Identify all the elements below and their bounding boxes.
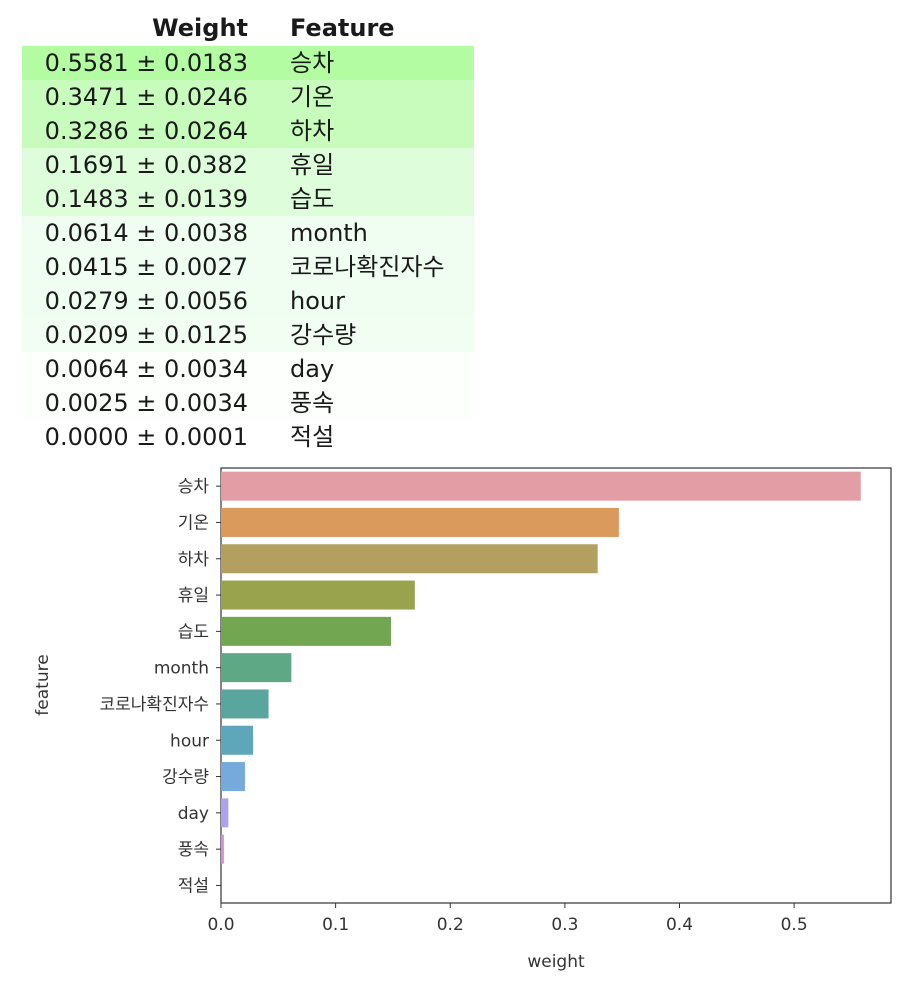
weight-cell: 0.0025 ± 0.0034 bbox=[44, 389, 248, 417]
weight-cell: 0.3471 ± 0.0246 bbox=[44, 83, 248, 111]
y-tick-label: 코로나확진자수 bbox=[100, 695, 209, 715]
x-tick-label: 0.0 bbox=[207, 915, 234, 935]
table-row: 0.0025 ± 0.0034 풍속 bbox=[22, 386, 474, 420]
weight-cell: 0.0279 ± 0.0056 bbox=[44, 287, 248, 315]
feature-cell: 강수량 bbox=[290, 321, 357, 349]
weight-cell: 0.0064 ± 0.0034 bbox=[44, 355, 248, 383]
table-row: 0.3286 ± 0.0264 하차 bbox=[22, 114, 474, 148]
feature-cell: 습도 bbox=[290, 185, 335, 213]
y-tick-label: 습도 bbox=[178, 622, 209, 642]
feature-cell: 휴일 bbox=[290, 151, 335, 179]
bar bbox=[221, 725, 253, 755]
bar bbox=[221, 616, 391, 646]
weight-cell: 0.5581 ± 0.0183 bbox=[44, 49, 248, 77]
table-row: 0.0415 ± 0.0027 코로나확진자수 bbox=[22, 250, 474, 284]
table-row: 0.0209 ± 0.0125 강수량 bbox=[22, 318, 474, 352]
bar bbox=[221, 580, 415, 610]
weight-cell: 0.3286 ± 0.0264 bbox=[44, 117, 248, 145]
feature-cell: 하차 bbox=[290, 117, 335, 145]
table-header: Weight Feature bbox=[22, 10, 474, 46]
bar bbox=[221, 653, 292, 683]
x-tick-label: 0.2 bbox=[437, 915, 464, 935]
weight-cell: 0.0415 ± 0.0027 bbox=[44, 253, 248, 281]
bar bbox=[221, 544, 598, 574]
y-tick-label: 승차 bbox=[178, 477, 210, 497]
header-weight: Weight bbox=[152, 14, 248, 42]
y-tick-label: 기온 bbox=[178, 513, 209, 533]
y-tick-label: hour bbox=[170, 731, 209, 751]
feature-cell: hour bbox=[290, 287, 345, 315]
weight-cell: 0.0000 ± 0.0001 bbox=[44, 423, 248, 451]
feature-cell: month bbox=[290, 219, 368, 247]
bar bbox=[221, 507, 619, 537]
feature-cell: day bbox=[290, 355, 335, 383]
bars-group bbox=[221, 471, 861, 864]
x-tick-label: 0.3 bbox=[551, 915, 578, 935]
y-tick-label: day bbox=[178, 804, 209, 824]
x-tick-label: 0.1 bbox=[322, 915, 349, 935]
x-tick-label: 0.5 bbox=[781, 915, 808, 935]
x-axis-label: weight bbox=[527, 952, 585, 972]
y-tick-label: 하차 bbox=[178, 550, 210, 570]
y-tick-label: 적설 bbox=[178, 876, 209, 896]
y-tick-label: 강수량 bbox=[162, 768, 209, 788]
table-row: 0.5581 ± 0.0183 승차 bbox=[22, 46, 474, 80]
feature-cell: 적설 bbox=[290, 423, 335, 451]
weight-cell: 0.1691 ± 0.0382 bbox=[44, 151, 248, 179]
bar bbox=[221, 834, 224, 864]
weight-cell: 0.1483 ± 0.0139 bbox=[44, 185, 248, 213]
table-row: 0.3471 ± 0.0246 기온 bbox=[22, 80, 474, 114]
table-row: 0.1483 ± 0.0139 습도 bbox=[22, 182, 474, 216]
weights-table: Weight Feature 0.5581 ± 0.0183 승차 0.3471 ±… bbox=[22, 10, 474, 454]
feature-cell: 기온 bbox=[290, 83, 335, 111]
y-tick-label: 휴일 bbox=[178, 586, 209, 606]
table-row: 0.0614 ± 0.0038 month bbox=[22, 216, 474, 250]
plot-frame bbox=[220, 467, 892, 904]
bar bbox=[221, 471, 861, 501]
table-body: 0.5581 ± 0.0183 승차 0.3471 ± 0.0246 기온 0.3286… bbox=[22, 46, 474, 454]
table-row: 0.0000 ± 0.0001 적설 bbox=[22, 420, 474, 454]
feature-cell: 승차 bbox=[290, 49, 335, 77]
feature-cell: 코로나확진자수 bbox=[290, 253, 445, 281]
bar bbox=[221, 798, 229, 828]
table-row: 0.0279 ± 0.0056 hour bbox=[22, 284, 474, 318]
table-row: 0.1691 ± 0.0382 휴일 bbox=[22, 148, 474, 182]
y-tick-label: month bbox=[154, 659, 209, 679]
table-row: 0.0064 ± 0.0034 day bbox=[22, 352, 474, 386]
y-axis-label: feature bbox=[33, 654, 53, 715]
feature-cell: 풍속 bbox=[290, 389, 335, 417]
y-tick-label: 풍속 bbox=[178, 840, 209, 860]
bar bbox=[221, 689, 269, 719]
x-tick-label: 0.4 bbox=[666, 915, 693, 935]
x-tick-labels: 0.0 0.1 0.2 0.3 0.4 0.5 bbox=[207, 903, 808, 935]
weight-cell: 0.0209 ± 0.0125 bbox=[44, 321, 248, 349]
bar bbox=[221, 762, 245, 792]
header-feature: Feature bbox=[290, 14, 395, 42]
weight-cell: 0.0614 ± 0.0038 bbox=[44, 219, 248, 247]
